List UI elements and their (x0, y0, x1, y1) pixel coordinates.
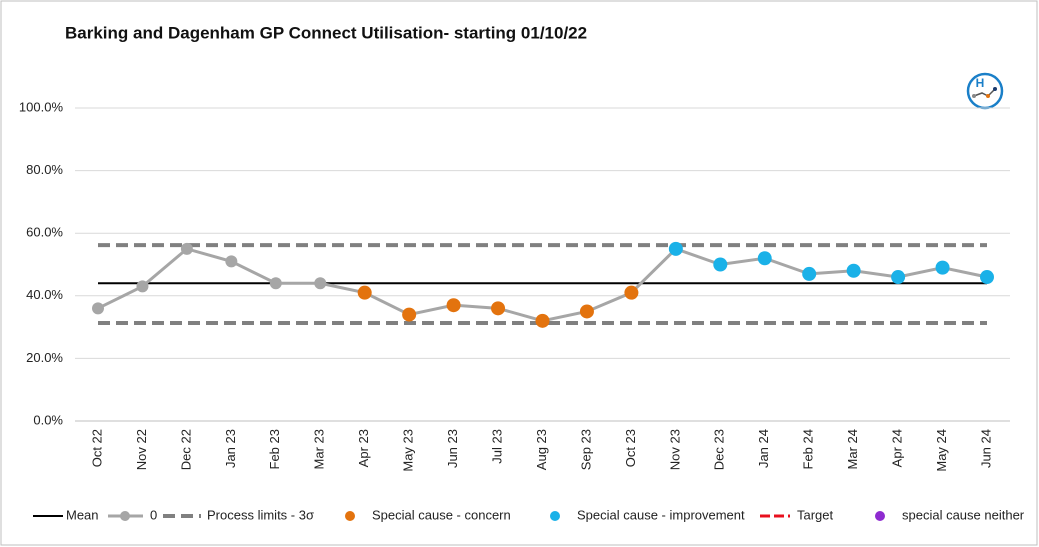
legend-label: Target (797, 507, 834, 522)
data-point (92, 302, 104, 315)
legend-label: 0 (150, 507, 157, 522)
legend-label: Process limits - 3σ (207, 507, 314, 522)
chart-title: Barking and Dagenham GP Connect Utilisat… (65, 23, 587, 42)
data-point (314, 277, 327, 290)
data-point (757, 251, 772, 266)
x-tick-label: Dec 22 (178, 429, 193, 470)
data-point (402, 307, 417, 322)
x-tick-label: Jun 24 (978, 429, 993, 468)
data-point (713, 257, 728, 272)
x-tick-label: May 23 (401, 429, 416, 472)
y-tick-label: 0.0% (33, 412, 63, 427)
x-tick-label: May 24 (934, 429, 949, 472)
y-tick-label: 100.0% (19, 99, 64, 114)
legend-swatch (345, 511, 355, 521)
y-tick-label: 60.0% (26, 225, 63, 240)
y-tick-label: 40.0% (26, 287, 63, 302)
data-point (579, 304, 594, 319)
x-tick-label: Oct 23 (623, 429, 638, 467)
x-tick-label: Sep 23 (578, 429, 593, 470)
data-point (802, 266, 817, 281)
legend-swatch (550, 511, 560, 521)
data-point (357, 285, 372, 300)
data-point (269, 277, 282, 290)
x-tick-label: Nov 23 (667, 429, 682, 470)
x-tick-label: Mar 23 (312, 429, 327, 469)
legend-label: special cause neither (902, 507, 1025, 522)
x-tick-label: Jan 24 (756, 429, 771, 468)
data-point (935, 260, 950, 275)
y-tick-label: 20.0% (26, 350, 63, 365)
x-tick-label: Mar 24 (845, 429, 860, 469)
legend-swatch (875, 511, 885, 521)
y-tick-label: 80.0% (26, 162, 63, 177)
legend-label: Special cause - improvement (577, 507, 745, 522)
x-tick-label: Jun 23 (445, 429, 460, 468)
x-tick-label: Feb 24 (801, 429, 816, 469)
data-point (891, 270, 906, 285)
data-point (180, 242, 193, 255)
x-tick-label: Apr 24 (890, 429, 905, 467)
data-point (668, 241, 683, 256)
x-tick-label: Dec 23 (712, 429, 727, 470)
data-point (446, 298, 461, 313)
logo-icon: H (966, 72, 1004, 110)
legend-label: Mean (66, 507, 99, 522)
x-tick-label: Aug 23 (534, 429, 549, 470)
data-point (225, 255, 238, 268)
x-tick-label: Jan 23 (223, 429, 238, 468)
data-point (491, 301, 506, 316)
data-point (980, 270, 994, 285)
x-tick-label: Nov 22 (134, 429, 149, 470)
data-point (136, 280, 149, 293)
legend-swatch (120, 511, 130, 521)
data-point (535, 313, 550, 328)
x-tick-label: Apr 23 (356, 429, 371, 467)
x-tick-label: Jul 23 (489, 429, 504, 464)
x-tick-label: Oct 22 (89, 429, 104, 467)
data-point (624, 285, 639, 300)
data-point (846, 263, 861, 278)
legend-label: Special cause - concern (372, 507, 511, 522)
x-tick-label: Feb 23 (267, 429, 282, 469)
svg-text:H: H (976, 76, 985, 90)
